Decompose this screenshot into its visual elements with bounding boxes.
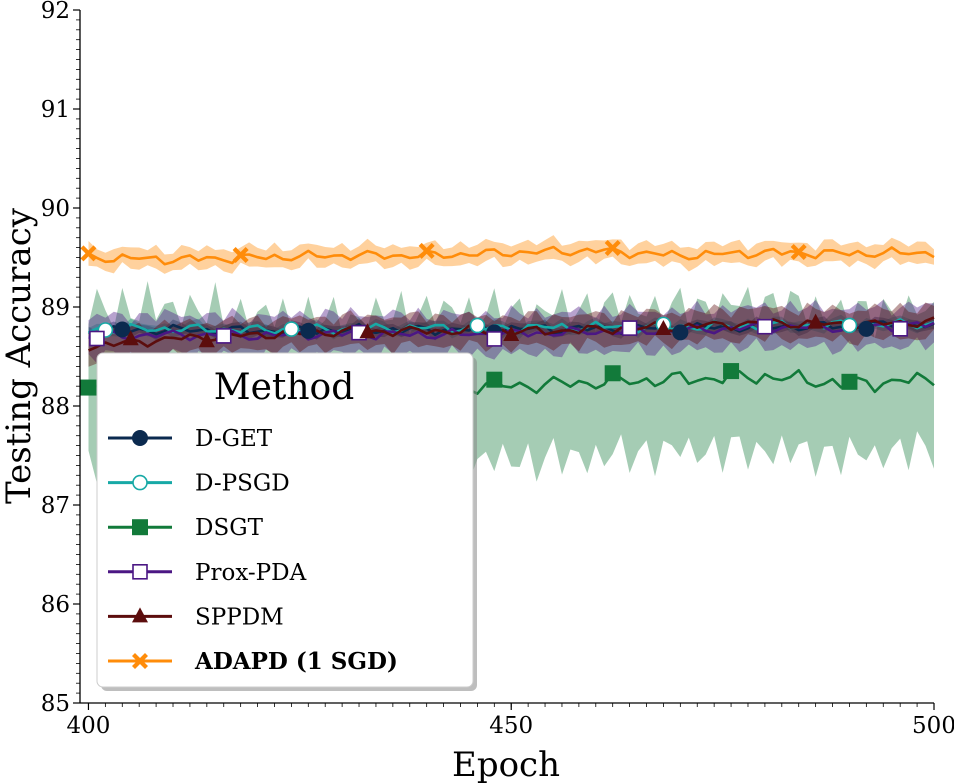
x-tick-label: 400 [67, 713, 111, 739]
legend: Method D-GET D-PSGD DSGT Prox-PDA SPPDM ADAPD… [96, 352, 477, 691]
legend-item-d-get: D-GET [108, 426, 273, 452]
legend-items: D-GET D-PSGD DSGT Prox-PDA SPPDM ADAPD (1 SGD… [108, 426, 398, 675]
legend-marker-prox-pda [132, 563, 148, 580]
y-tick-label: 90 [41, 196, 70, 222]
legend-marker-dsgt [132, 519, 148, 536]
y-tick-label: 85 [41, 691, 70, 717]
marker-adapd-1-sgd [790, 243, 807, 260]
y-tick-label: 86 [41, 592, 70, 618]
marker-d-get [300, 322, 317, 339]
marker-adapd-1-sgd [80, 245, 97, 262]
legend-label: DSGT [195, 515, 264, 541]
marker-prox-pda [621, 320, 638, 336]
legend-item-adapd-1-sgd: ADAPD (1 SGD) [108, 648, 398, 675]
y-tick-label: 92 [41, 0, 70, 24]
marker-dsgt [723, 363, 740, 380]
y-tick-label: 91 [41, 97, 70, 123]
marker-sppdm [503, 325, 520, 341]
legend-marker-sppdm [132, 607, 148, 623]
legend-item-sppdm: SPPDM [108, 604, 284, 630]
marker-prox-pda [486, 331, 503, 347]
marker-d-get [672, 324, 689, 341]
marker-dsgt [80, 379, 97, 396]
marker-d-psgd [283, 321, 300, 337]
x-ticks: 400 450 500 [67, 703, 954, 739]
x-tick-label: 500 [912, 713, 954, 739]
marker-adapd-1-sgd [232, 247, 249, 264]
marker-adapd-1-sgd [604, 239, 621, 256]
y-tick-label: 87 [41, 493, 70, 519]
marker-d-get [114, 321, 131, 338]
marker-sppdm [807, 313, 824, 329]
marker-sppdm [655, 320, 672, 336]
legend-item-prox-pda: Prox-PDA [108, 560, 307, 586]
legend-label: SPPDM [195, 604, 284, 630]
y-ticks: 85 86 87 88 89 90 91 92 [41, 0, 80, 717]
marker-adapd-1-sgd [418, 242, 435, 259]
marker-sppdm [122, 330, 139, 346]
line-adapd-1-sgd [87, 245, 935, 266]
legend-label: D-GET [195, 426, 273, 452]
marker-sppdm [198, 332, 215, 348]
marker-d-get [858, 320, 875, 337]
marker-prox-pda [89, 330, 105, 347]
legend-marker-d-get [132, 430, 148, 446]
legend-label: ADAPD (1 SGD) [194, 648, 398, 675]
marker-dsgt [841, 373, 858, 390]
marker-d-psgd [469, 317, 486, 334]
marker-dsgt [486, 371, 503, 388]
x-axis-title: Epoch [452, 745, 560, 784]
legend-item-d-psgd: D-PSGD [108, 471, 290, 497]
marker-prox-pda [757, 318, 773, 335]
marker-prox-pda [892, 321, 908, 337]
y-axis-title: Testing Accuracy [0, 207, 39, 504]
y-tick-label: 89 [41, 295, 70, 321]
marker-dsgt [604, 365, 621, 382]
marker-d-psgd [841, 317, 858, 334]
x-tick-label: 450 [489, 713, 533, 739]
legend-marker-d-psgd [132, 474, 148, 491]
marker-prox-pda [215, 328, 232, 344]
y-tick-label: 88 [41, 394, 70, 420]
legend-label: D-PSGD [195, 471, 290, 497]
legend-title: Method [214, 367, 355, 408]
series-markers [80, 239, 908, 396]
legend-label: Prox-PDA [195, 560, 307, 586]
legend-box [96, 352, 474, 688]
marker-sppdm [359, 323, 376, 339]
legend-marker-adapd-1-sgd [132, 653, 148, 669]
legend-item-dsgt: DSGT [108, 515, 264, 541]
band-adapd-1-sgd [88, 235, 934, 274]
